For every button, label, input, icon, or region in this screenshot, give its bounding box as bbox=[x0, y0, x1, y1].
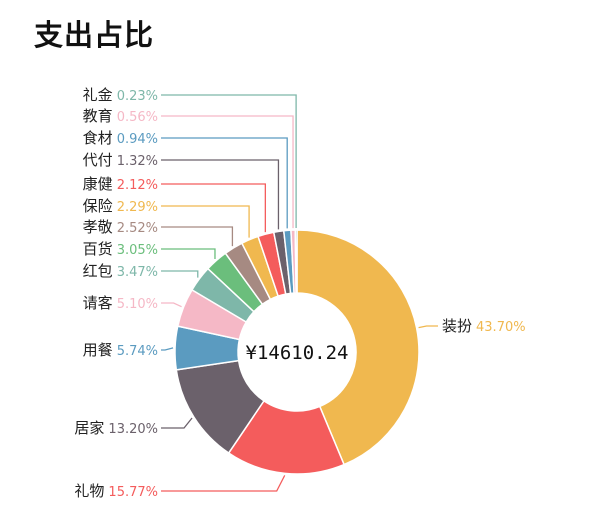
slice-label: 教育 0.56% bbox=[83, 107, 158, 125]
leader-lines-group bbox=[161, 94, 438, 492]
leader-line-13 bbox=[161, 94, 297, 229]
slice-label-value: 2.52% bbox=[117, 221, 158, 236]
slice-label-value: 43.70% bbox=[476, 320, 526, 335]
slice-label: 装扮 43.70% bbox=[442, 317, 526, 335]
slice-label-value: 13.20% bbox=[108, 422, 158, 437]
slice-label: 孝敬 2.52% bbox=[83, 218, 158, 236]
slice-0[interactable] bbox=[296, 229, 420, 466]
leader-line-0 bbox=[418, 325, 438, 329]
slice-label-name: 礼物 bbox=[74, 482, 104, 500]
slice-13[interactable] bbox=[294, 229, 298, 294]
slice-label: 红包 3.47% bbox=[83, 262, 158, 280]
slice-label: 礼物 15.77% bbox=[74, 482, 158, 500]
slice-label-name: 用餐 bbox=[83, 341, 113, 359]
leader-line-5 bbox=[161, 270, 199, 278]
slice-label: 代付 1.32% bbox=[83, 151, 158, 169]
slice-label-name: 礼金 bbox=[83, 86, 113, 104]
slice-label: 居家 13.20% bbox=[74, 419, 158, 437]
slice-label-name: 请客 bbox=[83, 294, 113, 312]
slice-label-name: 教育 bbox=[83, 107, 113, 125]
slice-label-value: 0.23% bbox=[117, 89, 158, 104]
slice-label-value: 5.74% bbox=[117, 344, 158, 359]
leader-line-9 bbox=[161, 183, 266, 233]
slice-label-value: 15.77% bbox=[108, 485, 158, 500]
leader-line-11 bbox=[161, 137, 288, 229]
slice-label-name: 孝敬 bbox=[83, 218, 113, 236]
slice-label: 请客 5.10% bbox=[83, 294, 158, 312]
slice-label: 礼金 0.23% bbox=[83, 86, 158, 104]
leader-line-12 bbox=[161, 115, 294, 229]
labels-group: 装扮 43.70% 礼金 0.23% 教育 0.56% 食材 0.94% 代付 1.32% 康健 2.… bbox=[74, 86, 525, 500]
slice-label: 百货 3.05% bbox=[83, 240, 158, 258]
slice-label: 康健 2.12% bbox=[83, 175, 158, 193]
slice-label-name: 百货 bbox=[83, 240, 113, 258]
slices-group bbox=[174, 229, 420, 475]
leader-line-2 bbox=[161, 417, 193, 429]
slice-label-name: 代付 bbox=[83, 151, 113, 169]
slice-label: 食材 0.94% bbox=[83, 129, 158, 147]
leader-line-3 bbox=[161, 347, 174, 351]
leader-line-6 bbox=[161, 248, 216, 260]
slice-label-name: 装扮 bbox=[442, 317, 472, 335]
slice-label-value: 5.10% bbox=[117, 297, 158, 312]
slice-label-value: 0.94% bbox=[117, 132, 158, 147]
slice-label-name: 红包 bbox=[83, 262, 113, 280]
slice-label: 保险 2.29% bbox=[83, 197, 158, 215]
slice-label-value: 1.32% bbox=[117, 154, 158, 169]
leader-line-1 bbox=[161, 475, 286, 492]
slice-label-value: 2.29% bbox=[117, 200, 158, 215]
leader-line-4 bbox=[161, 302, 182, 308]
slice-label-value: 2.12% bbox=[117, 178, 158, 193]
slice-label-value: 0.56% bbox=[117, 110, 158, 125]
slice-label-name: 康健 bbox=[83, 175, 113, 193]
slice-label-value: 3.47% bbox=[117, 265, 158, 280]
center-total: ¥14610.24 bbox=[246, 342, 349, 364]
chart-title: 支出占比 bbox=[34, 18, 155, 52]
slice-label-name: 居家 bbox=[74, 419, 104, 437]
slice-label-name: 食材 bbox=[83, 129, 113, 147]
leader-line-7 bbox=[161, 226, 234, 247]
slice-label-name: 保险 bbox=[83, 197, 113, 215]
slice-label-value: 3.05% bbox=[117, 243, 158, 258]
leader-line-8 bbox=[161, 205, 250, 238]
slice-label: 用餐 5.74% bbox=[83, 341, 158, 359]
leader-line-10 bbox=[161, 159, 280, 230]
